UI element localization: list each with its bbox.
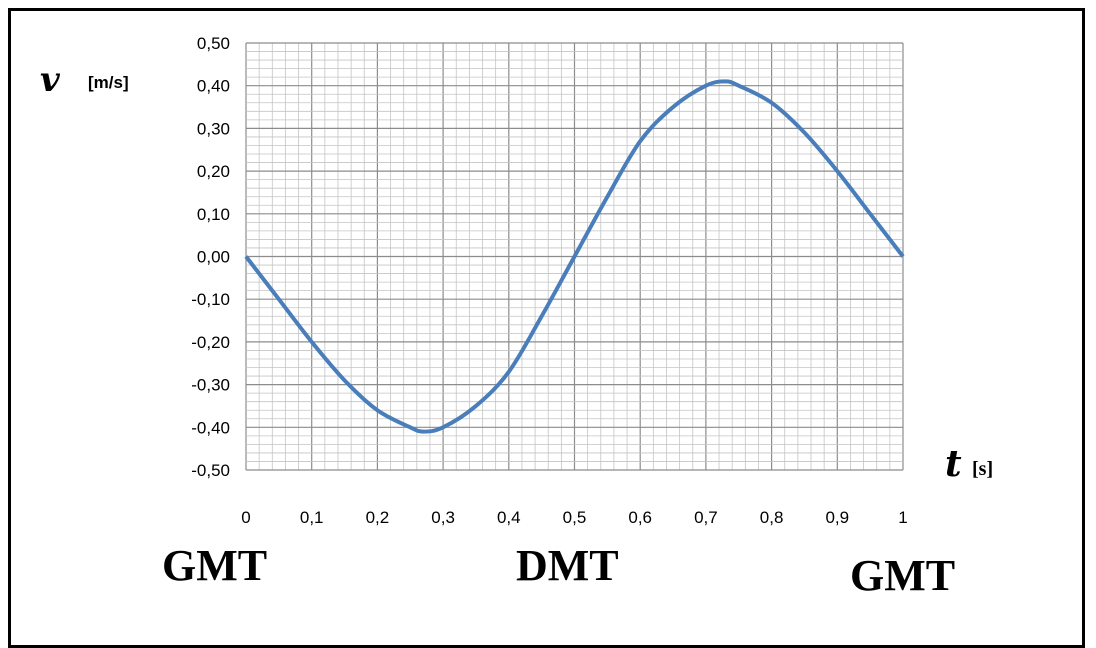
y-axis-unit: [m/s]	[88, 73, 129, 92]
chart-svg: 0,500,400,300,200,100,00-0,10-0,20-0,30-…	[191, 34, 907, 527]
y-tick-label: 0,00	[197, 248, 230, 267]
x-axis-symbol: t	[945, 443, 962, 485]
annotation-gmt-start: GMT	[162, 541, 268, 590]
x-axis-unit: [s]	[972, 458, 994, 480]
annotation-gmt-end: GMT	[850, 551, 956, 600]
y-tick-label: -0,40	[191, 418, 230, 437]
x-tick-labels: 0 0,1 0,2 0,3 0,4 0,5 0,6 0,7 0,8 0,9 1	[241, 508, 907, 527]
y-axis-symbol: v	[40, 60, 60, 100]
x-tick-label: 0,7	[694, 508, 718, 527]
x-tick-label: 0,6	[628, 508, 652, 527]
y-tick-label: 0,40	[197, 77, 230, 96]
y-tick-label: -0,50	[191, 461, 230, 480]
y-tick-label: 0,20	[197, 162, 230, 181]
x-tick-label: 0,8	[760, 508, 784, 527]
annotation-dmt: DMT	[516, 541, 619, 590]
y-tick-labels: 0,50 0,40 0,30 0,20 0,10 0,00 -0,10 -0,20 -0,30 -…	[191, 34, 230, 480]
x-tick-label: 0,9	[825, 508, 849, 527]
y-tick-label: 0,30	[197, 119, 230, 138]
x-tick-label: 0,5	[563, 508, 587, 527]
x-tick-label: 0,4	[497, 508, 521, 527]
velocity-curve	[244, 79, 905, 434]
y-tick-label: 0,10	[197, 205, 230, 224]
y-tick-label: -0,20	[191, 333, 230, 352]
x-tick-label: 0	[241, 508, 250, 527]
x-tick-label: 0,2	[366, 508, 390, 527]
x-tick-label: 0,3	[431, 508, 455, 527]
y-tick-label: -0,10	[191, 290, 230, 309]
y-tick-label: -0,30	[191, 376, 230, 395]
y-tick-label: 0,50	[197, 34, 230, 53]
x-tick-label: 1	[898, 508, 907, 527]
x-tick-label: 0,1	[300, 508, 324, 527]
